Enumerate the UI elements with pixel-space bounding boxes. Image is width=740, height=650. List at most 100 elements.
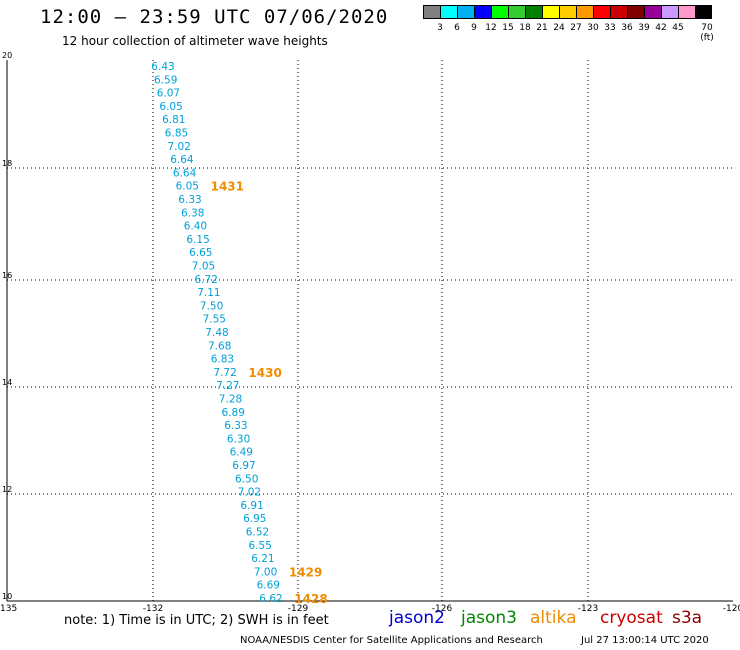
wave-height-value: 6.50 (235, 473, 258, 485)
colorbar-label: 27 (570, 23, 582, 33)
legend-altika: altika (530, 608, 577, 628)
colorbar-label: 18 (519, 23, 531, 33)
wave-height-value: 7.68 (208, 340, 231, 352)
colorbar-label: 9 (471, 23, 477, 33)
wave-height-value: 6.91 (240, 500, 263, 512)
wave-height-value: 6.95 (243, 513, 266, 525)
page-title: 12:00 – 23:59 UTC 07/06/2020 (40, 6, 389, 28)
wave-height-value: 6.72 (195, 274, 218, 286)
lat-tick-label: 18 (2, 159, 12, 168)
lon-tick-label: -135 (0, 604, 17, 614)
colorbar-swatch (542, 5, 559, 19)
colorbar-label: 70 (ft) (700, 23, 714, 43)
legend-cryosat: cryosat (600, 608, 663, 628)
lon-tick-label: -120 (723, 604, 740, 614)
wave-height-value: 7.11 (197, 287, 220, 299)
wave-height-value: 6.62 (259, 593, 282, 605)
wave-height-value: 6.05 (176, 181, 199, 193)
wave-height-value: 6.49 (230, 447, 253, 459)
wave-height-value: 7.28 (219, 394, 242, 406)
colorbar-swatch (644, 5, 661, 19)
wave-height-value: 6.43 (151, 61, 174, 73)
wave-height-value: 6.97 (232, 460, 255, 472)
colorbar-swatch (423, 5, 440, 19)
colorbar-label: 6 (454, 23, 460, 33)
colorbar-label: 36 (621, 23, 633, 33)
wave-height-value: 6.07 (157, 88, 180, 100)
colorbar-label: 15 (502, 23, 514, 33)
colorbar-swatch (661, 5, 678, 19)
colorbar-label: 33 (604, 23, 616, 33)
time-label: 1431 (211, 180, 244, 194)
wave-height-value: 6.15 (186, 234, 209, 246)
lon-tick-label: -126 (432, 604, 453, 614)
wave-height-value: 6.52 (246, 527, 269, 539)
wave-height-value: 6.89 (222, 407, 245, 419)
colorbar-swatch (678, 5, 695, 19)
wave-height-value: 6.55 (249, 540, 272, 552)
colorbar-label: 21 (536, 23, 548, 33)
wave-height-value: 6.83 (211, 354, 234, 366)
wave-height-value: 6.64 (170, 154, 194, 166)
wave-height-value: 6.05 (159, 101, 182, 113)
wave-height-value: 7.50 (200, 300, 223, 312)
wave-height-value: 7.02 (168, 141, 191, 153)
lon-tick-label: -123 (578, 604, 598, 614)
lon-tick-label: -129 (288, 604, 309, 614)
time-label: 1430 (248, 366, 281, 380)
colorbar-swatch (576, 5, 593, 19)
wave-height-value: 6.85 (165, 128, 188, 140)
credit-timestamp: Jul 27 13:00:14 UTC 2020 (581, 635, 709, 646)
wave-height-value: 6.38 (181, 207, 204, 219)
colorbar-swatch (525, 5, 542, 19)
colorbar-label: 45 (672, 23, 684, 33)
wave-height-value: 6.65 (189, 247, 212, 259)
wave-height-value: 7.27 (216, 380, 239, 392)
legend-s3a: s3a (672, 608, 703, 628)
wave-height-value: 6.30 (227, 433, 250, 445)
time-label: 1428 (294, 592, 327, 606)
colorbar-label: 24 (553, 23, 565, 33)
colorbar-swatch (508, 5, 525, 19)
colorbar-swatch (440, 5, 457, 19)
colorbar-swatch (559, 5, 576, 19)
colorbar-label: 12 (485, 23, 497, 33)
wave-height-value: 7.02 (238, 487, 261, 499)
lat-tick-label: 10 (2, 592, 12, 601)
wave-height-value: 7.55 (203, 314, 226, 326)
wave-height-value: 7.48 (205, 327, 228, 339)
wave-height-value: 7.00 (254, 566, 277, 578)
note-text: note: 1) Time is in UTC; 2) SWH is in fe… (64, 613, 329, 628)
time-label: 1429 (289, 565, 322, 579)
colorbar-swatch (593, 5, 610, 19)
lat-tick-label: 20 (2, 51, 12, 60)
colorbar-label: 3 (437, 23, 443, 33)
colorbar-swatch (695, 5, 712, 19)
legend-jason2: jason2 (389, 608, 445, 628)
wave-height-value: 6.81 (162, 114, 185, 126)
lat-tick-label: 16 (2, 271, 12, 280)
wave-height-value: 6.33 (224, 420, 247, 432)
colorbar-swatch (627, 5, 644, 19)
wave-height-value: 6.21 (251, 553, 274, 565)
colorbar-swatch (610, 5, 627, 19)
colorbar-frame (423, 5, 712, 19)
lon-tick-label: -132 (143, 604, 163, 614)
wave-height-value: 6.59 (154, 74, 177, 86)
colorbar-swatch (457, 5, 474, 19)
lat-tick-label: 14 (2, 378, 12, 387)
colorbar-label: 42 (655, 23, 667, 33)
wave-height-value: 6.40 (184, 221, 207, 233)
colorbar-swatch (474, 5, 491, 19)
colorbar-label: 39 (638, 23, 650, 33)
colorbar-label: 30 (587, 23, 599, 33)
wave-height-value: 6.69 (257, 580, 280, 592)
wave-height-value: 7.72 (213, 367, 236, 379)
page-subtitle: 12 hour collection of altimeter wave hei… (62, 34, 328, 48)
credit-text: NOAA/NESDIS Center for Satellite Applica… (240, 635, 543, 646)
colorbar-swatch (491, 5, 508, 19)
lat-tick-label: 12 (2, 485, 12, 494)
wave-height-value: 6.64 (173, 167, 197, 179)
wave-height-value: 7.05 (192, 261, 215, 273)
